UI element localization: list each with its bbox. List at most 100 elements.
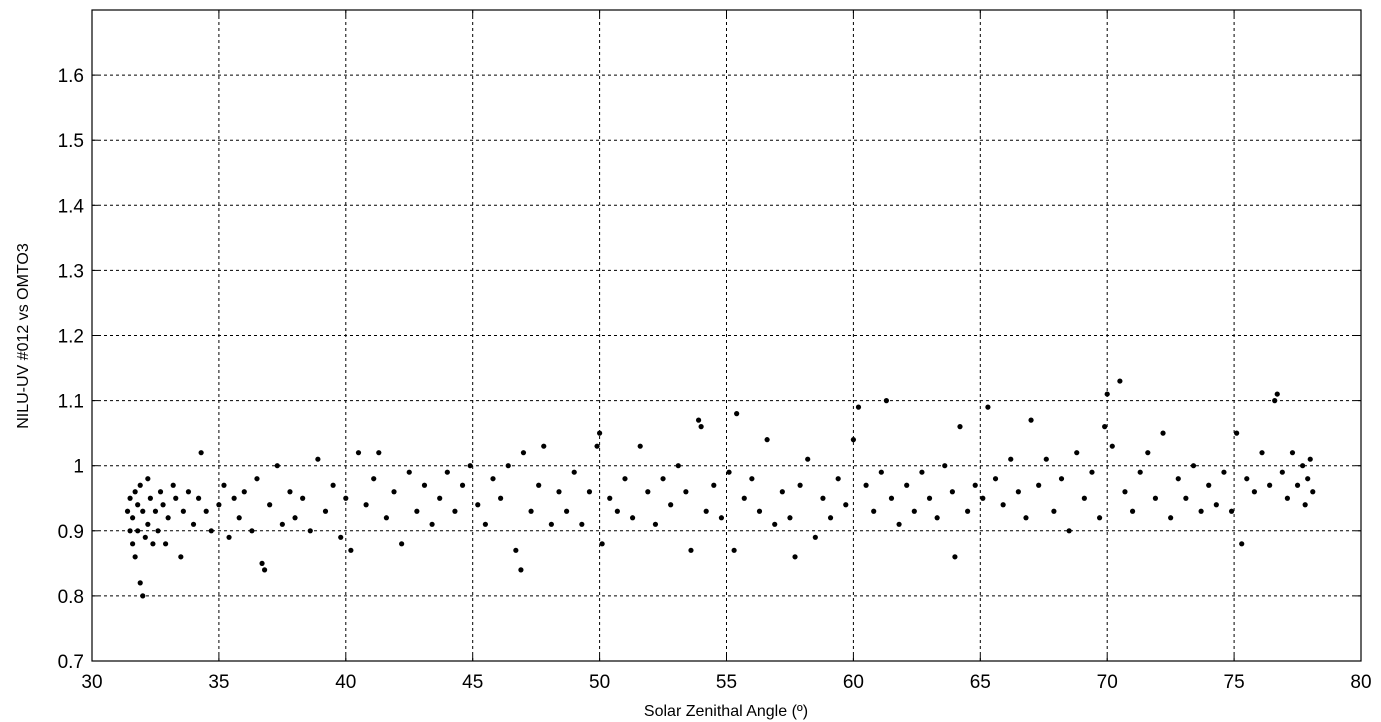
data-point xyxy=(216,502,222,508)
data-point xyxy=(564,508,570,514)
data-point xyxy=(1310,489,1316,495)
data-point xyxy=(383,515,390,521)
data-point xyxy=(787,515,793,521)
data-point xyxy=(1307,456,1313,462)
data-point xyxy=(629,515,636,521)
data-point xyxy=(137,482,143,488)
data-point xyxy=(597,430,603,436)
data-point xyxy=(1074,450,1080,456)
data-point xyxy=(764,437,770,443)
data-point xyxy=(348,547,354,553)
data-point xyxy=(594,443,600,449)
data-point xyxy=(883,398,889,404)
data-point xyxy=(942,463,948,469)
data-point xyxy=(965,508,971,514)
y-axis-label: NILU-UV #012 vs OMTO3 xyxy=(15,243,32,429)
data-point xyxy=(904,482,910,488)
data-point xyxy=(1036,482,1042,488)
data-point xyxy=(127,495,133,501)
data-point xyxy=(599,541,605,547)
data-point xyxy=(190,521,197,527)
data-point xyxy=(371,476,377,482)
data-point xyxy=(140,593,146,599)
data-point xyxy=(607,495,613,501)
data-point xyxy=(586,489,593,495)
data-point xyxy=(132,554,138,560)
x-tick-label: 50 xyxy=(589,672,610,693)
data-point xyxy=(934,515,940,521)
data-point xyxy=(1152,495,1159,501)
data-point xyxy=(711,482,717,488)
data-point xyxy=(855,404,862,410)
data-point xyxy=(1206,482,1212,488)
x-tick-label: 75 xyxy=(1224,672,1245,693)
data-point xyxy=(399,541,405,547)
data-point xyxy=(1102,424,1108,430)
data-point xyxy=(779,489,785,495)
data-point xyxy=(513,547,519,553)
data-point xyxy=(330,482,336,488)
y-tick-label: 1.3 xyxy=(58,261,84,282)
data-point xyxy=(1028,417,1034,423)
data-point xyxy=(505,463,511,469)
data-point xyxy=(195,495,202,501)
data-point xyxy=(952,554,958,560)
data-point xyxy=(1104,391,1110,397)
data-point xyxy=(1190,463,1197,469)
data-point xyxy=(160,502,166,508)
data-point xyxy=(645,489,651,495)
data-point xyxy=(919,469,925,475)
data-point xyxy=(843,502,849,508)
data-point xyxy=(130,541,136,547)
data-point xyxy=(749,476,755,482)
data-point xyxy=(1008,456,1014,462)
data-point xyxy=(1109,443,1115,449)
data-point xyxy=(482,521,488,527)
data-point xyxy=(130,515,136,521)
data-point xyxy=(155,528,161,534)
axis-ticks xyxy=(91,10,1362,662)
data-point xyxy=(231,495,237,501)
data-point xyxy=(267,502,273,508)
data-point xyxy=(355,450,362,456)
data-point xyxy=(322,508,329,514)
x-tick-label: 70 xyxy=(1097,672,1118,693)
data-point xyxy=(1081,495,1087,501)
data-point xyxy=(660,476,666,482)
data-point xyxy=(556,489,562,495)
data-point xyxy=(221,482,227,488)
data-point xyxy=(888,495,895,501)
x-tick-label: 80 xyxy=(1350,672,1371,693)
data-point xyxy=(812,534,818,540)
x-tick-label: 65 xyxy=(970,672,991,693)
data-point xyxy=(1015,489,1021,495)
data-point xyxy=(152,508,159,514)
data-point xyxy=(1302,502,1308,508)
x-axis-label: Solar Zenithal Angle (º) xyxy=(644,703,808,720)
data-point xyxy=(1058,476,1065,482)
grid xyxy=(92,10,1361,661)
y-tick-label: 0.7 xyxy=(58,652,84,673)
data-point xyxy=(1175,476,1181,482)
x-tick-label: 30 xyxy=(81,672,102,693)
data-point xyxy=(132,489,138,495)
data-point xyxy=(1228,508,1235,514)
y-tick-label: 1.2 xyxy=(58,327,84,348)
data-point xyxy=(279,521,285,527)
x-tick-label: 60 xyxy=(843,672,864,693)
data-point xyxy=(1096,515,1103,521)
data-point xyxy=(261,567,268,573)
data-point xyxy=(734,411,740,417)
data-point xyxy=(949,489,955,495)
data-point xyxy=(1198,508,1204,514)
data-point xyxy=(1284,495,1290,501)
data-point xyxy=(835,476,841,482)
data-point xyxy=(926,495,933,501)
data-point xyxy=(170,482,176,488)
data-point xyxy=(985,404,991,410)
data-point xyxy=(579,521,585,527)
data-point xyxy=(896,521,902,527)
data-point xyxy=(1160,430,1166,436)
x-tick-label: 35 xyxy=(208,672,229,693)
